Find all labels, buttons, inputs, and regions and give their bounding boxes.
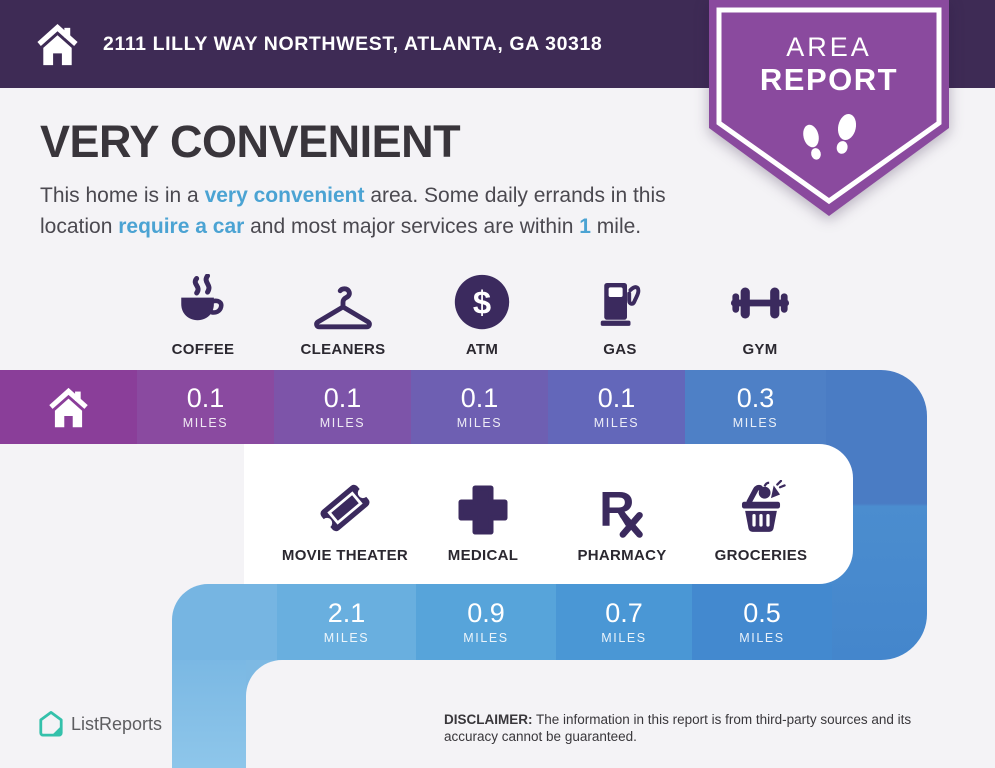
- listreports-wordmark: ListReports: [71, 713, 163, 734]
- poi-medical: MEDICAL: [403, 472, 563, 564]
- property-address: 2111 LILLY WAY NORTHWEST, ATLANTA, GA 30…: [103, 32, 603, 55]
- distance-cell-medical: 0.9 MILES: [416, 584, 556, 660]
- ribbon-line2: REPORT: [760, 62, 898, 97]
- highlight-require-a-car: require a car: [118, 215, 245, 238]
- pharmacy-rx-icon: R: [542, 472, 702, 538]
- distance-cell-cleaners: 0.1 MILES: [274, 370, 411, 444]
- distance-cell-atm: 0.1 MILES: [411, 370, 548, 444]
- distance-cell-movie-theater: 2.1 MILES: [277, 584, 416, 660]
- coffee-icon: [133, 266, 273, 332]
- atm-icon: $: [412, 266, 552, 332]
- medical-cross-icon: [403, 472, 563, 538]
- poi-label: MEDICAL: [447, 547, 519, 564]
- poi-gym: GYM: [690, 266, 830, 358]
- distance-cell-pharmacy: 0.7 MILES: [556, 584, 692, 660]
- home-icon: [49, 387, 88, 427]
- highlight-very-convenient: very convenient: [204, 184, 365, 207]
- page-title: VERY CONVENIENT: [40, 116, 461, 167]
- poi-label: COFFEE: [171, 341, 235, 358]
- home-icon: [34, 21, 81, 73]
- area-report-ribbon: AREA REPORT: [707, 0, 957, 230]
- poi-label: GROCERIES: [714, 547, 808, 564]
- distance-cell-coffee: 0.1 MILES: [137, 370, 274, 444]
- description-paragraph: This home is in a very convenient area. …: [40, 184, 666, 238]
- gym-icon: [690, 266, 830, 332]
- poi-label: PHARMACY: [577, 547, 667, 564]
- poi-coffee: COFFEE: [133, 266, 273, 358]
- poi-label: MOVIE THEATER: [281, 547, 409, 564]
- distance-cell-gas: 0.1 MILES: [548, 370, 685, 444]
- highlight-one: 1: [579, 215, 591, 238]
- poi-pharmacy: R PHARMACY: [542, 472, 702, 564]
- poi-atm: $ ATM: [412, 266, 552, 358]
- cleaners-icon: [273, 266, 413, 332]
- distance-cell-gym: 0.3 MILES: [685, 370, 826, 444]
- poi-cleaners: CLEANERS: [273, 266, 413, 358]
- ribbon-line1: AREA: [786, 32, 872, 62]
- listreports-house-icon: [39, 711, 63, 737]
- poi-movie-theater: MOVIE THEATER: [265, 472, 425, 564]
- poi-gas: GAS: [550, 266, 690, 358]
- poi-label: ATM: [465, 341, 499, 358]
- poi-groceries: GROCERIES: [681, 472, 841, 564]
- poi-label: GYM: [742, 341, 778, 358]
- footprints-icon: [803, 113, 857, 160]
- distance-cell-home: [0, 370, 137, 444]
- poi-label: CLEANERS: [300, 341, 386, 358]
- poi-label: GAS: [603, 341, 637, 358]
- groceries-icon: [681, 472, 841, 538]
- movie-ticket-icon: [265, 472, 425, 538]
- gas-icon: [550, 266, 690, 332]
- listreports-logo: ListReports: [38, 710, 162, 738]
- svg-text:$: $: [473, 283, 491, 320]
- disclaimer: DISCLAIMER: The information in this repo…: [444, 712, 912, 744]
- route-leg-left: [172, 652, 246, 768]
- route-curve-cell: [172, 584, 277, 660]
- distance-cell-groceries: 0.5 MILES: [692, 584, 832, 660]
